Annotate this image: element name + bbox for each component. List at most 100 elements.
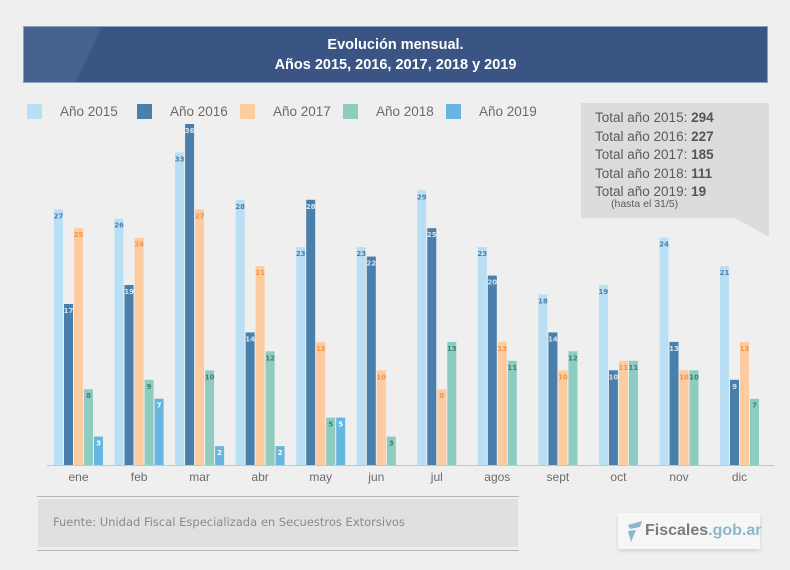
bar-may-año-2016: [306, 199, 316, 466]
data-label: 2: [217, 449, 222, 457]
bar-feb-año-2019: [154, 398, 164, 465]
data-label: 14: [548, 335, 558, 343]
data-label: 12: [265, 354, 275, 362]
bar-sept-año-2018: [568, 351, 578, 465]
bar-abr-año-2017: [255, 266, 265, 465]
bar-ene-año-2015: [54, 209, 63, 465]
data-label: 14: [245, 335, 255, 343]
data-label: 23: [477, 250, 487, 258]
total-label: Total año 2018:: [595, 165, 692, 181]
data-label: 9: [147, 383, 152, 391]
total-line-2016: Total año 2016: 227: [595, 128, 714, 147]
data-label: 21: [720, 269, 730, 277]
bar-ene-año-2016: [64, 304, 73, 465]
data-label: 17: [64, 307, 74, 315]
bar-jun-año-2016: [366, 256, 376, 465]
x-tick-label: may: [309, 470, 332, 484]
bar-nov-año-2016: [669, 341, 679, 465]
legend-label-2019: Año 2019: [479, 104, 537, 119]
data-label: 5: [338, 421, 343, 429]
data-label: 19: [599, 288, 609, 296]
data-label: 27: [195, 212, 205, 220]
bar-sept-año-2017: [558, 370, 568, 465]
bar-chart: 27172583ene26192497feb333627102mar281421…: [47, 124, 774, 484]
bar-nov-año-2015: [659, 237, 669, 465]
bar-mar-año-2018: [205, 370, 215, 465]
total-line-2015: Total año 2015: 294: [595, 109, 714, 128]
x-tick-label: jul: [430, 470, 443, 484]
bar-mar-año-2017: [195, 209, 205, 465]
data-label: 24: [659, 241, 669, 249]
x-tick-label: jun: [367, 470, 384, 484]
total-value: 227: [691, 128, 714, 144]
data-label: 27: [54, 212, 64, 220]
total-value: 294: [691, 110, 714, 125]
bar-jul-año-2016: [427, 228, 437, 465]
data-label: 12: [568, 354, 578, 362]
bar-jun-año-2018: [386, 436, 396, 465]
bar-dic-año-2015: [720, 266, 729, 465]
data-label: 11: [507, 364, 517, 372]
data-label: 18: [538, 298, 548, 306]
bar-agos-año-2017: [497, 341, 507, 465]
legend-swatch-2015: [27, 104, 42, 119]
bar-sept-año-2016: [548, 332, 558, 465]
data-label: 26: [114, 222, 124, 230]
bar-dic-año-2016: [730, 379, 739, 466]
x-tick-label: nov: [669, 470, 688, 484]
bar-jun-año-2017: [376, 370, 386, 465]
x-tick-label: oct: [610, 470, 627, 484]
data-label: 19: [124, 288, 134, 296]
data-label: 11: [619, 364, 629, 372]
x-tick-label: mar: [189, 470, 210, 484]
bar-oct-año-2016: [608, 370, 618, 465]
header-decoration: [24, 27, 767, 82]
data-label: 13: [497, 345, 507, 353]
data-label: 28: [235, 203, 245, 211]
total-line-2018: Total año 2018: 111: [595, 165, 714, 184]
data-label: 3: [389, 440, 394, 448]
bar-dic-año-2017: [740, 341, 749, 465]
title-line-2: Años 2015, 2016, 2017, 2018 y 2019: [274, 57, 517, 73]
bar-mar-año-2019: [215, 446, 225, 465]
legend-swatch-2016: [137, 104, 152, 119]
bar-abr-año-2015: [235, 199, 245, 466]
data-label: 10: [689, 373, 699, 381]
bar-dic-año-2018: [750, 398, 759, 465]
data-label: 10: [376, 373, 386, 381]
data-label: 9: [732, 383, 737, 391]
bar-feb-año-2016: [124, 285, 134, 465]
data-label: 3: [96, 440, 101, 448]
data-label: 25: [427, 231, 437, 239]
data-label: 13: [447, 345, 457, 353]
total-label: Total año 2019:: [595, 184, 692, 199]
data-label: 23: [296, 250, 306, 258]
totals-note: (hasta el 31/5): [611, 197, 679, 210]
source-text: Fuente: Unidad Fiscal Especializada en S…: [53, 515, 405, 529]
totals-list: Total año 2015: 294 Total año 2016: 227 …: [595, 109, 714, 210]
total-value: 185: [691, 147, 714, 162]
total-value: 111: [691, 165, 713, 181]
data-label: 21: [255, 269, 265, 277]
data-label: 8: [86, 392, 91, 400]
bar-mar-año-2016: [185, 124, 195, 465]
data-label: 25: [74, 231, 84, 239]
x-tick-label: ene: [68, 470, 88, 484]
total-label: Total año 2017:: [595, 147, 692, 162]
data-label: 36: [185, 127, 195, 135]
data-label: 10: [558, 373, 568, 381]
data-label: 2: [278, 449, 283, 457]
total-line-2019: Total año 2019: 19: [595, 183, 714, 202]
bar-nov-año-2018: [689, 370, 699, 465]
footer-divider-top: [37, 496, 519, 497]
bar-feb-año-2018: [144, 379, 154, 466]
bar-oct-año-2017: [618, 360, 628, 465]
bar-abr-año-2019: [275, 446, 285, 465]
fiscales-logo-icon: [628, 521, 642, 542]
x-tick-label: feb: [131, 470, 148, 484]
data-label: 5: [328, 421, 333, 429]
bar-nov-año-2017: [679, 370, 689, 465]
bar-abr-año-2018: [265, 351, 275, 465]
data-label: 7: [752, 402, 757, 410]
x-tick-label: agos: [484, 470, 510, 484]
